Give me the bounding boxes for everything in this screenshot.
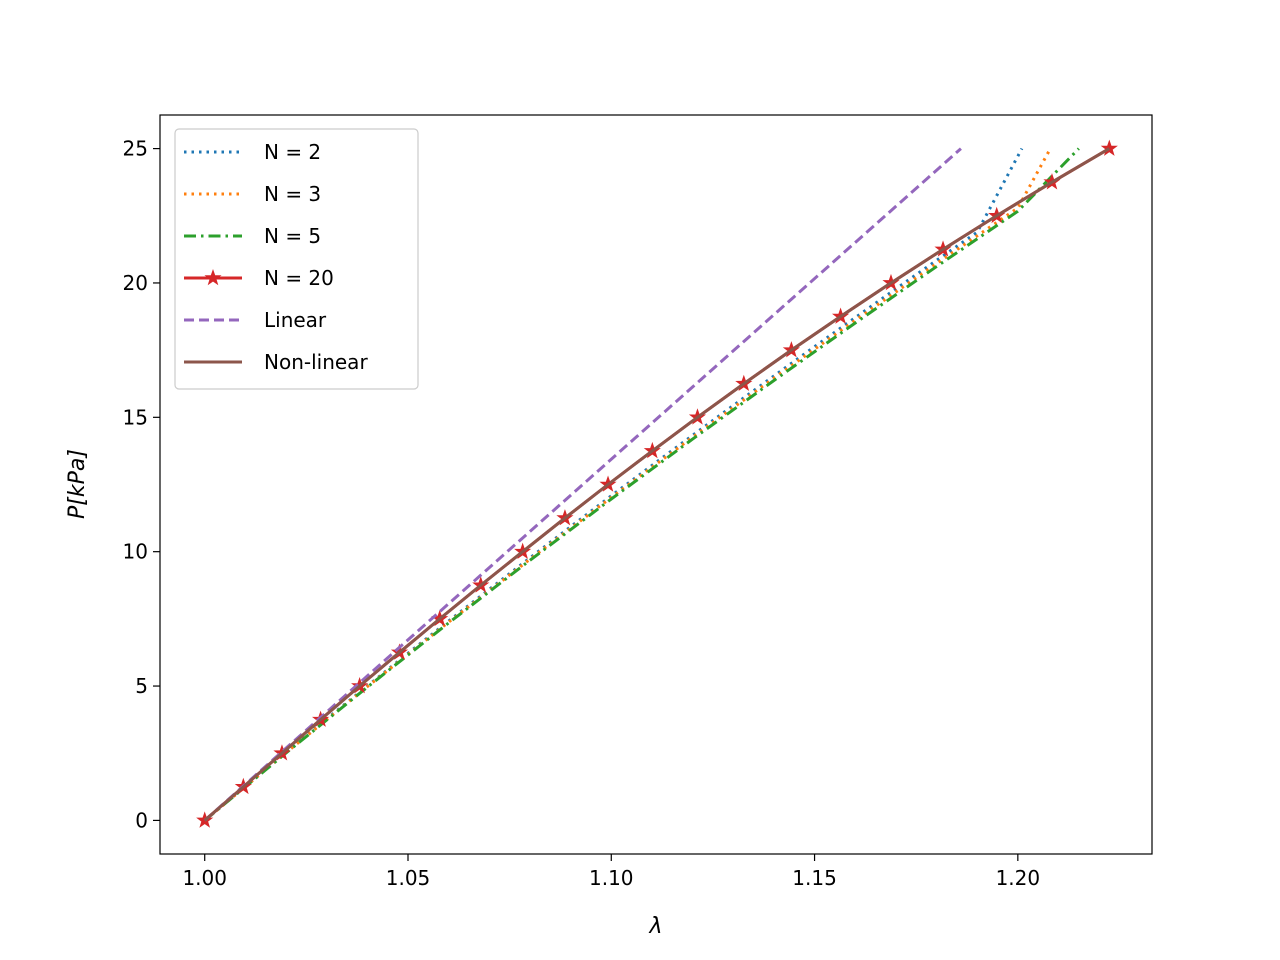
legend-label-1: N = 3 bbox=[264, 182, 321, 206]
legend-marker-star bbox=[204, 268, 222, 286]
y-tick-label: 15 bbox=[123, 405, 148, 429]
x-tick-label: 1.10 bbox=[589, 866, 634, 890]
y-tick-label: 20 bbox=[123, 271, 148, 295]
y-tick-label: 10 bbox=[123, 540, 148, 564]
x-axis-ticks: 1.00 1.05 1.10 1.15 1.20 bbox=[182, 854, 1040, 890]
legend-label-0: N = 2 bbox=[264, 140, 321, 164]
series-point-star bbox=[1100, 139, 1118, 156]
legend-label-3: N = 20 bbox=[264, 266, 334, 290]
y-axis-label: P[kPa] bbox=[65, 449, 90, 519]
x-tick-label: 1.20 bbox=[996, 866, 1041, 890]
x-tick-label: 1.15 bbox=[792, 866, 837, 890]
legend-box bbox=[174, 128, 419, 390]
legend: N = 2 N = 3 N = 5 N = 20 Linear Non-linear bbox=[174, 128, 419, 390]
y-axis-ticks: 0 5 10 15 20 25 bbox=[123, 137, 160, 832]
x-tick-label: 1.05 bbox=[386, 866, 431, 890]
y-tick-label: 0 bbox=[135, 808, 148, 832]
series-layer bbox=[196, 139, 1118, 828]
legend-label-4: Linear bbox=[264, 308, 327, 332]
x-axis-label: λ bbox=[648, 914, 662, 939]
series-line-5 bbox=[203, 147, 1111, 822]
series-line-0 bbox=[203, 147, 1024, 822]
series-line-2 bbox=[203, 147, 1080, 822]
legend-label-2: N = 5 bbox=[264, 224, 321, 248]
y-tick-label: 25 bbox=[123, 137, 148, 161]
x-tick-label: 1.00 bbox=[182, 866, 227, 890]
series-line-4 bbox=[203, 147, 962, 822]
y-tick-label: 5 bbox=[135, 674, 148, 698]
plot-frame bbox=[159, 114, 1153, 855]
legend-label-5: Non-linear bbox=[264, 350, 368, 374]
